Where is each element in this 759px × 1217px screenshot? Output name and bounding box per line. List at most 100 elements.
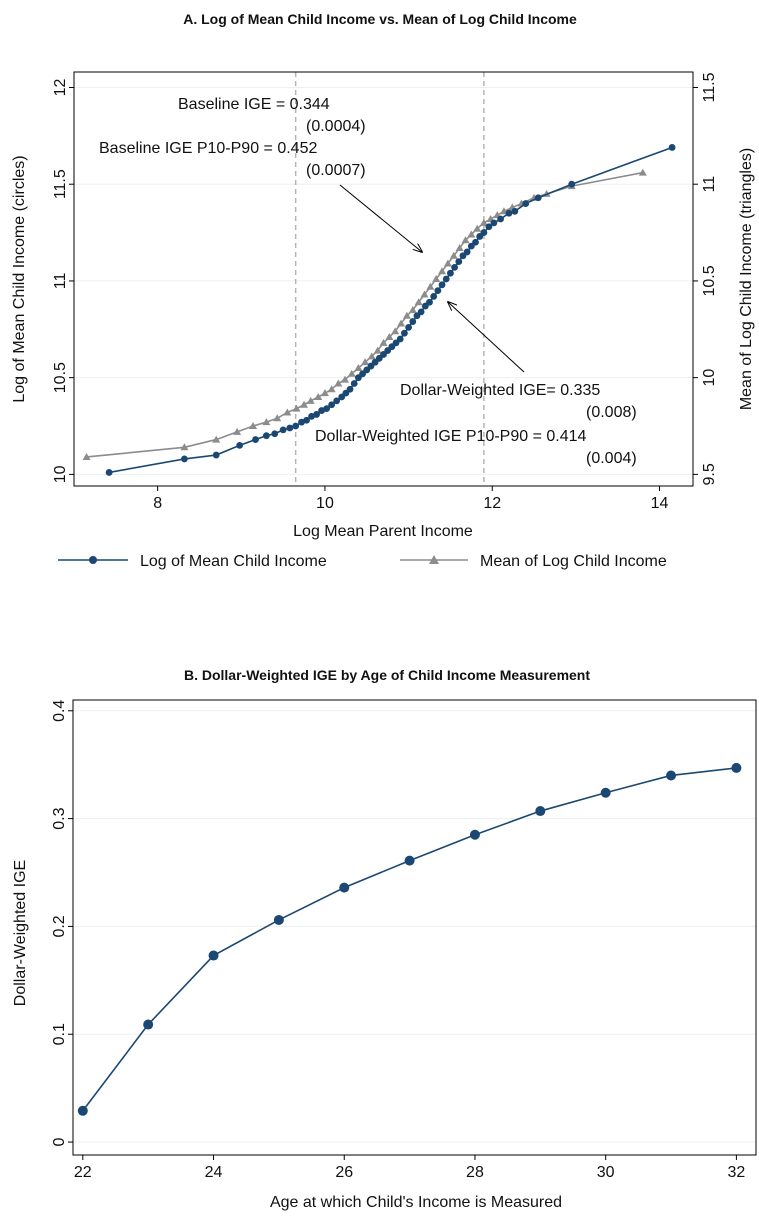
- data-point-circle: [409, 318, 417, 325]
- panel-a-series: [82, 144, 676, 476]
- data-point: [273, 914, 284, 925]
- annotation-arrow-baseline: [339, 184, 422, 252]
- y2-tick-label: 9.5: [701, 463, 718, 485]
- data-point-circle: [262, 432, 270, 440]
- data-point-circle: [434, 287, 442, 295]
- panel-a-x-axis-title: Log Mean Parent Income: [293, 523, 473, 540]
- data-point-triangle: [320, 389, 329, 397]
- data-point-circle: [442, 275, 450, 283]
- data-point-circle: [472, 238, 479, 246]
- data-point-triangle: [426, 282, 435, 290]
- data-point-triangle: [262, 418, 271, 426]
- data-point: [535, 806, 546, 817]
- data-point-triangle: [292, 404, 301, 412]
- data-point-circle: [292, 422, 300, 430]
- y-tick-label: 11.5: [52, 169, 69, 199]
- panel-b-series: [77, 762, 742, 1116]
- panel-a-grid: [74, 86, 693, 475]
- data-point-circle: [463, 248, 471, 256]
- series-line-dollar-weighted-ige: [82, 767, 737, 1112]
- data-point-triangle: [455, 244, 464, 252]
- y-tick-label: 10: [52, 465, 69, 483]
- data-point-circle: [396, 335, 404, 343]
- y-tick-label: 0.4: [51, 700, 68, 722]
- data-point-triangle: [212, 435, 221, 443]
- data-point-triangle: [397, 319, 406, 327]
- data-point-triangle: [467, 230, 476, 238]
- data-point-circle: [417, 308, 425, 316]
- annotation-baseline-ige-se: (0.0004): [306, 118, 366, 135]
- data-point: [666, 770, 677, 781]
- data-point-triangle: [432, 275, 441, 282]
- data-point-triangle: [438, 267, 447, 275]
- data-point-circle: [405, 323, 412, 331]
- data-point-circle: [522, 200, 530, 207]
- x-tick-label: 26: [335, 1164, 353, 1181]
- data-point-triangle: [180, 443, 189, 451]
- data-point-circle: [485, 223, 493, 231]
- panel-a-reference-lines: [294, 72, 485, 486]
- data-point-triangle: [373, 346, 382, 354]
- data-point-circle: [286, 424, 294, 432]
- data-point-circle: [668, 144, 676, 151]
- data-point-circle: [328, 401, 336, 409]
- panel-b-plot-frame: [72, 699, 757, 1156]
- data-point-circle: [313, 411, 320, 418]
- data-point-circle: [426, 298, 433, 306]
- data-point-circle: [497, 215, 505, 223]
- x-tick-label: 28: [466, 1164, 484, 1181]
- panel-a: A. Log of Mean Child Income vs. Mean of …: [11, 11, 755, 570]
- data-point-triangle: [306, 396, 315, 404]
- data-point: [731, 762, 742, 773]
- data-point: [600, 787, 611, 798]
- annotation-baseline-p10p90: Baseline IGE P10-P90 = 0.452: [99, 140, 317, 157]
- data-point-circle: [333, 397, 341, 405]
- y-tick-label: 10.5: [52, 362, 69, 393]
- legend-label-log-of-mean: Log of Mean Child Income: [140, 553, 327, 570]
- data-point-circle: [438, 281, 446, 289]
- series-line-log-of-mean: [108, 146, 673, 474]
- data-point-circle: [346, 385, 354, 393]
- panel-a-legend: Log of Mean Child Income Mean of Log Chi…: [58, 553, 667, 570]
- x-tick-label: 14: [651, 495, 669, 512]
- data-point-triangle: [385, 333, 394, 341]
- data-point-circle: [271, 430, 279, 438]
- data-point-triangle: [334, 379, 343, 387]
- panel-b-y-axis-title: Dollar-Weighted IGE: [12, 860, 29, 1006]
- data-point-triangle: [443, 259, 452, 267]
- x-tick-label: 12: [483, 495, 501, 512]
- panel-b-x-axis-title: Age at which Child's Income is Measured: [270, 1194, 562, 1211]
- y-tick-label: 0: [51, 1138, 68, 1147]
- data-point-circle: [401, 329, 408, 337]
- data-point: [339, 882, 350, 893]
- data-point-circle: [105, 469, 113, 476]
- data-point-triangle: [473, 224, 482, 232]
- data-point-triangle: [249, 422, 258, 430]
- data-point-circle: [252, 436, 259, 443]
- y-tick-label: 12: [52, 78, 69, 96]
- data-point-triangle: [347, 369, 356, 377]
- data-point-triangle: [414, 298, 423, 306]
- data-point-triangle: [300, 400, 309, 408]
- data-point-triangle: [273, 414, 282, 422]
- data-point-circle: [568, 180, 576, 188]
- data-point-triangle: [314, 393, 323, 401]
- data-point-circle: [480, 229, 488, 236]
- data-point-circle: [534, 194, 542, 202]
- data-point-triangle: [638, 168, 647, 176]
- annotation-dollar-ige: Dollar-Weighted IGE= 0.335: [400, 382, 600, 399]
- data-point-triangle: [379, 338, 388, 346]
- data-point-circle: [430, 293, 438, 300]
- data-point-triangle: [420, 290, 429, 298]
- data-point-triangle: [408, 305, 417, 313]
- data-point-circle: [303, 416, 310, 424]
- data-point: [404, 855, 415, 866]
- data-point-triangle: [361, 358, 370, 366]
- y2-tick-label: 10.5: [701, 265, 718, 296]
- y2-tick-label: 11: [701, 176, 718, 193]
- panel-a-plot-frame: [73, 71, 694, 487]
- y2-tick-label: 11.5: [701, 72, 718, 102]
- annotation-dollar-ige-se: (0.008): [586, 404, 637, 421]
- data-point-circle: [279, 426, 287, 434]
